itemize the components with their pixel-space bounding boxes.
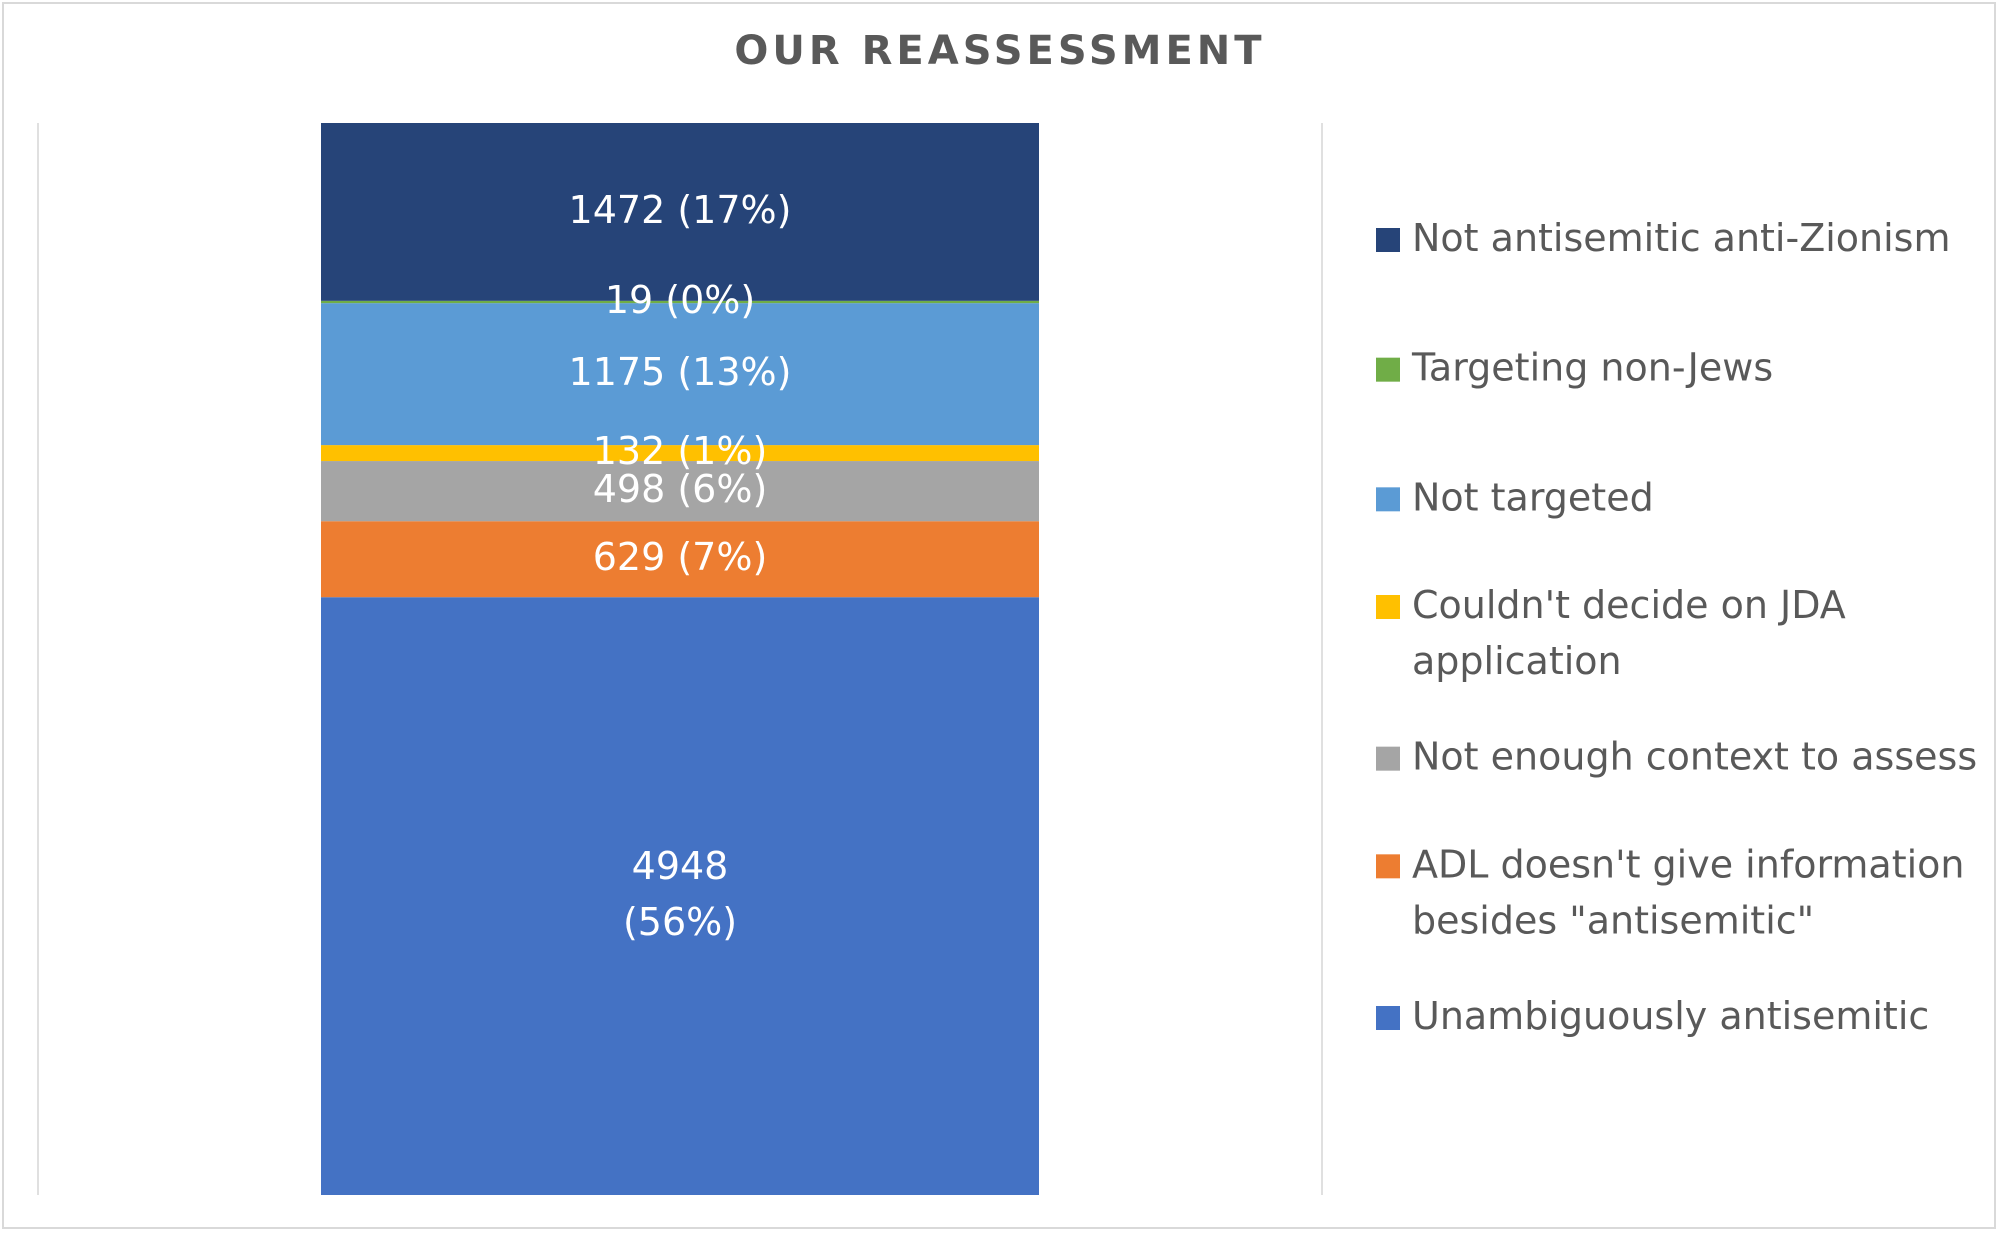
legend-swatch bbox=[1376, 487, 1400, 512]
segment-label-not-targeted: 1175 (13%) bbox=[569, 350, 792, 394]
legend-item-couldn-t-decide-on-jda-application: Couldn't decide on JDA application bbox=[1376, 583, 1846, 683]
legend-swatch bbox=[1376, 595, 1400, 619]
legend-swatch bbox=[1376, 228, 1400, 252]
segment-label-not-enough-context-to-assess: 498 (6%) bbox=[593, 467, 768, 511]
legend-label: Couldn't decide on JDA application bbox=[1412, 583, 1846, 683]
bar-segment-unambiguously-antisemitic bbox=[321, 597, 1039, 1195]
segment-labels: 4948 (56%) 629 (7%) 498 (6%)132 (1%) 1175 (1… bbox=[569, 187, 792, 943]
bar-segment-not-targeted bbox=[321, 303, 1039, 446]
legend-item-not-antisemitic-anti-zionism: Not antisemitic anti-Zionism bbox=[1376, 216, 1951, 260]
bar-segment-couldn-t-decide-on-jda-application bbox=[321, 445, 1039, 462]
bar-segments bbox=[321, 123, 1039, 1195]
segment-label-couldn-t-decide-on-jda-application: 132 (1%) bbox=[593, 429, 768, 473]
bar-segment-not-enough-context-to-assess bbox=[321, 461, 1039, 522]
legend-item-not-targeted: Not targeted bbox=[1376, 475, 1654, 519]
legend-label: Not enough context to assess bbox=[1412, 734, 1977, 778]
bar-segment-not-antisemitic-anti-zionism bbox=[321, 123, 1039, 301]
legend-swatch bbox=[1376, 746, 1400, 771]
legend-label: Unambiguously antisemitic bbox=[1412, 994, 1929, 1038]
legend-item-unambiguously-antisemitic: Unambiguously antisemitic bbox=[1376, 994, 1929, 1038]
legend: Not antisemitic anti-Zionism Targeting no… bbox=[1376, 216, 1977, 1038]
legend-item-not-enough-context-to-assess: Not enough context to assess bbox=[1376, 734, 1977, 778]
segment-label-targeting-non-jews: 19 (0%) bbox=[605, 277, 755, 321]
legend-item-adl-doesn-t-give-information-besides-antisemitic: ADL doesn't give information besides "ant… bbox=[1376, 842, 1965, 942]
legend-swatch bbox=[1376, 357, 1400, 382]
chart-title: OUR REASSESSMENT bbox=[734, 28, 1266, 74]
bar-segment-adl-doesn-t-give-information-besides-antisemitic bbox=[321, 521, 1039, 598]
legend-label: ADL doesn't give information besides "ant… bbox=[1412, 842, 1965, 942]
segment-label-not-antisemitic-anti-zionism: 1472 (17%) bbox=[569, 187, 792, 231]
legend-swatch bbox=[1376, 854, 1400, 879]
legend-item-targeting-non-jews: Targeting non-Jews bbox=[1376, 345, 1773, 389]
legend-label: Targeting non-Jews bbox=[1411, 345, 1773, 389]
bar-segment-targeting-non-jews bbox=[321, 300, 1039, 304]
legend-label: Not targeted bbox=[1412, 475, 1654, 519]
segment-label-unambiguously-antisemitic: 4948 (56%) bbox=[623, 844, 737, 944]
legend-label: Not antisemitic anti-Zionism bbox=[1412, 216, 1951, 260]
legend-swatch bbox=[1376, 1006, 1400, 1030]
segment-label-adl-doesn-t-give-information-besides-antisemitic: 629 (7%) bbox=[593, 535, 768, 579]
